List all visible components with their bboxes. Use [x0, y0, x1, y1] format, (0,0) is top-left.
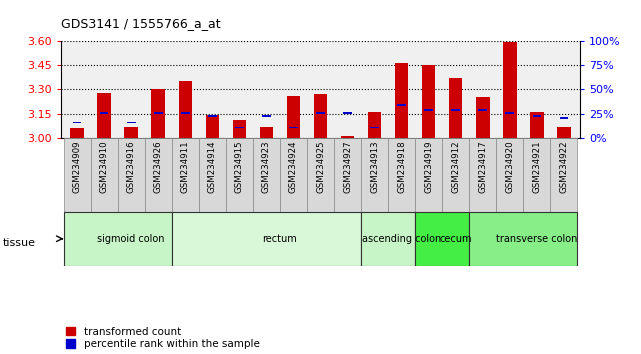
Bar — [551, 138, 578, 212]
Bar — [172, 138, 199, 212]
Bar — [260, 127, 273, 138]
Bar — [233, 120, 246, 138]
Bar — [361, 138, 388, 212]
Bar — [73, 122, 81, 124]
Text: GSM234921: GSM234921 — [532, 140, 542, 193]
Text: tissue: tissue — [3, 238, 36, 248]
Bar — [343, 112, 352, 114]
Bar — [307, 138, 334, 212]
Bar — [449, 78, 462, 138]
Text: GSM234922: GSM234922 — [560, 140, 569, 193]
Bar — [206, 115, 219, 138]
Text: GSM234925: GSM234925 — [316, 140, 325, 193]
Text: cecum: cecum — [440, 234, 472, 244]
Text: GSM234926: GSM234926 — [154, 140, 163, 193]
Text: rectum: rectum — [263, 234, 297, 244]
Text: GSM234910: GSM234910 — [99, 140, 109, 193]
Text: GSM234915: GSM234915 — [235, 140, 244, 193]
Bar — [397, 104, 406, 106]
Text: GSM234913: GSM234913 — [370, 140, 379, 193]
Bar — [422, 65, 435, 138]
Bar — [451, 109, 460, 111]
Bar — [179, 81, 192, 138]
Bar — [226, 138, 253, 212]
Bar — [181, 112, 190, 114]
Text: GSM234920: GSM234920 — [505, 140, 514, 193]
Bar — [90, 138, 118, 212]
Bar — [316, 112, 325, 114]
Bar — [151, 89, 165, 138]
Bar — [100, 112, 108, 114]
Bar — [503, 42, 517, 138]
Bar — [262, 115, 271, 117]
Text: GDS3141 / 1555766_a_at: GDS3141 / 1555766_a_at — [61, 17, 221, 30]
Bar — [368, 112, 381, 138]
Text: transverse colon: transverse colon — [496, 234, 578, 244]
Bar — [496, 138, 523, 212]
Bar — [560, 117, 568, 119]
Bar — [235, 127, 244, 129]
Bar — [172, 212, 361, 266]
Bar — [280, 138, 307, 212]
Legend: transformed count, percentile rank within the sample: transformed count, percentile rank withi… — [66, 327, 260, 349]
Bar — [208, 115, 217, 117]
Text: GSM234912: GSM234912 — [451, 140, 460, 193]
Text: GSM234914: GSM234914 — [208, 140, 217, 193]
Text: GSM234927: GSM234927 — [343, 140, 352, 193]
Bar — [424, 109, 433, 111]
Bar — [557, 127, 570, 138]
Bar — [370, 127, 379, 129]
Bar — [506, 112, 514, 114]
Bar — [415, 212, 469, 266]
Bar — [533, 115, 541, 117]
Bar — [313, 94, 328, 138]
Bar — [97, 93, 111, 138]
Bar — [442, 138, 469, 212]
Bar — [469, 212, 578, 266]
Bar — [361, 212, 415, 266]
Text: GSM234924: GSM234924 — [289, 140, 298, 193]
Bar — [63, 212, 172, 266]
Text: GSM234919: GSM234919 — [424, 140, 433, 193]
Bar — [127, 122, 135, 124]
Bar — [341, 136, 354, 138]
Bar — [415, 138, 442, 212]
Bar — [287, 96, 300, 138]
Bar — [145, 138, 172, 212]
Bar — [124, 127, 138, 138]
Bar — [388, 138, 415, 212]
Bar — [71, 128, 84, 138]
Text: GSM234917: GSM234917 — [478, 140, 487, 193]
Text: GSM234911: GSM234911 — [181, 140, 190, 193]
Bar — [476, 97, 490, 138]
Text: sigmoid colon: sigmoid colon — [97, 234, 165, 244]
Bar — [334, 138, 361, 212]
Bar — [469, 138, 496, 212]
Bar — [154, 112, 163, 114]
Bar — [530, 112, 544, 138]
Text: GSM234909: GSM234909 — [72, 140, 81, 193]
Text: GSM234918: GSM234918 — [397, 140, 406, 193]
Bar — [523, 138, 551, 212]
Text: GSM234923: GSM234923 — [262, 140, 271, 193]
Bar — [395, 63, 408, 138]
Bar — [478, 109, 487, 111]
Text: ascending colon: ascending colon — [362, 234, 441, 244]
Bar — [63, 138, 90, 212]
Text: GSM234916: GSM234916 — [127, 140, 136, 193]
Bar — [289, 127, 298, 129]
Bar — [118, 138, 145, 212]
Bar — [253, 138, 280, 212]
Bar — [199, 138, 226, 212]
